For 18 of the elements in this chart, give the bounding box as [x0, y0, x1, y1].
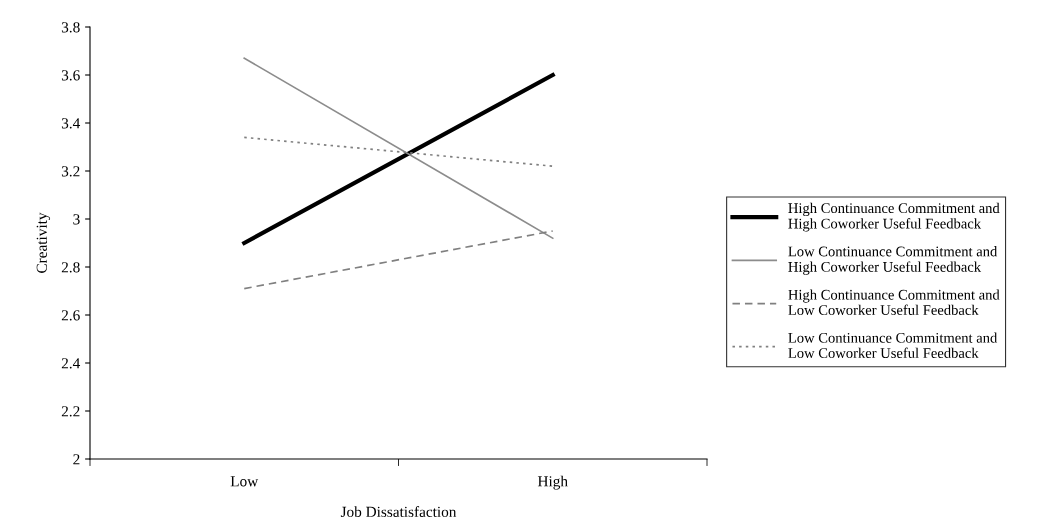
x-axis-title: Job Dissatisfaction	[340, 506, 457, 517]
y-tick-label: 2	[73, 454, 80, 465]
x-tick-label: High	[537, 475, 568, 490]
y-tick-label: 3	[73, 214, 80, 225]
y-tick-label: 2.8	[61, 262, 80, 273]
y-tick-label: 3.8	[61, 22, 80, 33]
y-tick-label: 3.4	[61, 118, 81, 129]
legend-label: Low Continuance Commitment and High Coworker Useful Feedback	[788, 246, 998, 275]
legend-label: High Continuance Commitment and High Coworker Useful Feedback	[788, 202, 1000, 232]
y-axis-title: Creativity	[36, 212, 51, 273]
y-tick-label: 3.2	[61, 166, 80, 177]
legend-label: High Continuance Commitment and Low Coworker Useful Feedback	[788, 289, 1000, 315]
y-tick-label: 3.6	[61, 70, 80, 81]
x-tick-label: Low	[230, 476, 259, 487]
y-tick-label: 2.2	[61, 406, 80, 417]
legend-label: Low Continuance Commitment and Low Coworker Useful Feedback	[788, 332, 998, 358]
y-tick-label: 2.4	[61, 358, 81, 369]
y-tick-label: 2.6	[61, 310, 80, 321]
